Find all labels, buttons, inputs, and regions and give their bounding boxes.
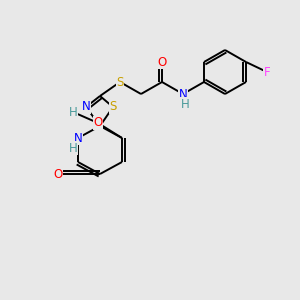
- Text: O: O: [53, 167, 63, 181]
- Text: O: O: [93, 116, 103, 130]
- Text: N: N: [82, 100, 90, 113]
- Text: N: N: [178, 88, 188, 100]
- Text: H: H: [69, 106, 77, 118]
- Text: S: S: [116, 76, 124, 88]
- Text: S: S: [109, 100, 117, 113]
- Text: F: F: [264, 65, 270, 79]
- Text: H: H: [69, 142, 77, 154]
- Text: H: H: [181, 98, 189, 110]
- Text: O: O: [158, 56, 166, 68]
- Text: N: N: [74, 131, 82, 145]
